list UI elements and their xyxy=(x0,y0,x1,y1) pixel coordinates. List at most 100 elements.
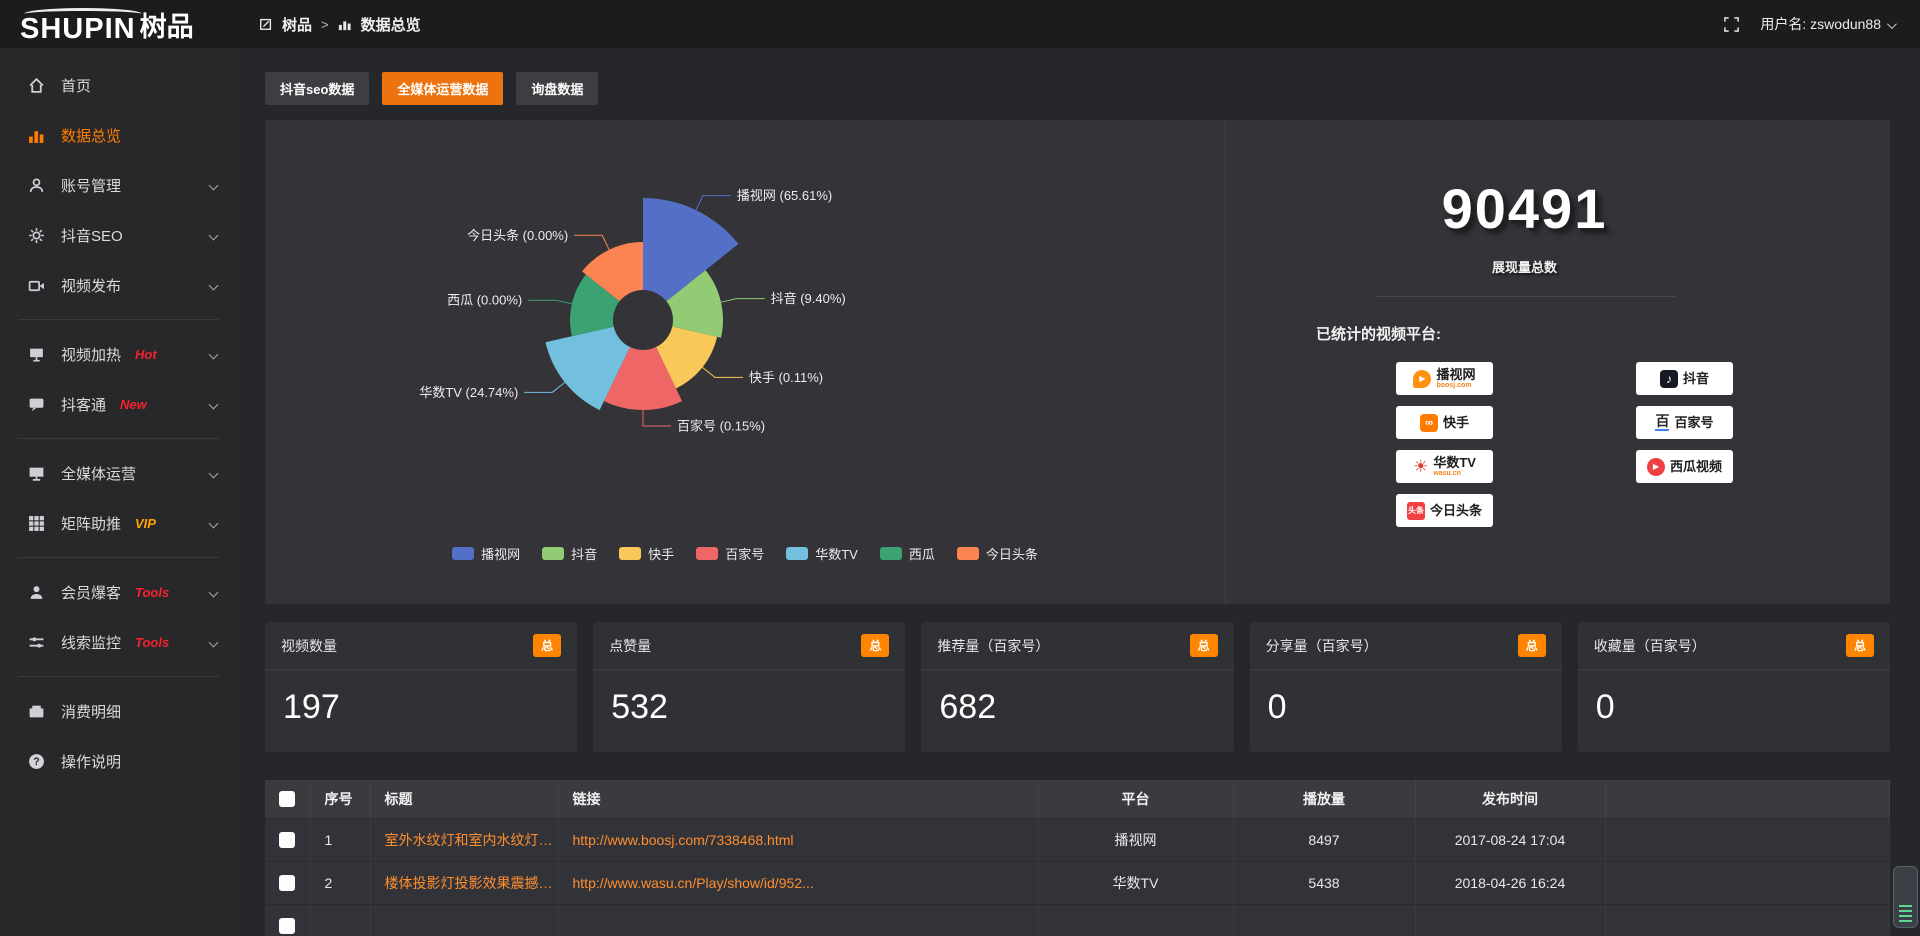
legend-item[interactable]: 华数TV xyxy=(786,544,858,563)
card-value: 197 xyxy=(283,688,340,726)
sidebar-item-member-burst[interactable]: 会员爆客 Tools xyxy=(0,567,237,617)
legend-item[interactable]: 西瓜 xyxy=(879,544,935,563)
edit-square-icon xyxy=(260,18,272,30)
legend-swatch xyxy=(542,547,565,560)
sidebar-item-video-heat[interactable]: 视频加热 Hot xyxy=(0,329,237,379)
video-url-link[interactable]: http://www.boosj.com/7338468.html xyxy=(558,818,1039,862)
monitor-icon xyxy=(27,346,46,363)
logo-arc xyxy=(24,7,142,20)
sidebar-item-data-overview[interactable]: 数据总览 xyxy=(0,110,237,160)
exposure-total-label: 展现量总数 xyxy=(1491,260,1557,275)
logo-text: SHUPIN xyxy=(20,6,142,44)
legend-item[interactable]: 百家号 xyxy=(696,544,764,563)
label-line xyxy=(720,298,765,303)
label-line xyxy=(695,195,731,211)
legend-item[interactable]: 抖音 xyxy=(542,544,597,563)
select-all-checkbox[interactable] xyxy=(279,791,296,808)
pie-slice[interactable] xyxy=(582,242,643,302)
grid-icon xyxy=(27,515,46,532)
chevron-down-icon xyxy=(208,180,219,190)
legend-swatch xyxy=(879,547,902,560)
baijiahao-logo-icon: 百 xyxy=(1655,413,1670,432)
douyin-logo-icon: ♪ xyxy=(1659,369,1678,388)
sidebar-item-lead-monitor[interactable]: 线索监控 Tools xyxy=(0,617,237,667)
rose-chart-area: 播视网 (65.61%) 抖音 (9.40%) 快手 (0.11%) 百家号 (0.1… xyxy=(265,120,1225,604)
chevron-down-icon xyxy=(208,637,219,647)
legend-swatch xyxy=(619,547,642,560)
sidebar-item-matrix-boost[interactable]: 矩阵助推 VIP xyxy=(0,498,237,548)
pie-slice[interactable] xyxy=(570,274,620,337)
pie-slice[interactable] xyxy=(643,198,739,302)
sidebar-item-spending-detail[interactable]: 消费明细 xyxy=(0,686,237,736)
pie-slice[interactable] xyxy=(603,347,683,410)
card-video-count: 视频数量总 197 xyxy=(265,622,578,752)
fullscreen-icon[interactable] xyxy=(1723,16,1740,33)
sidebar-item-douketong[interactable]: 抖客通 New xyxy=(0,379,237,429)
sidebar-item-omnimedia[interactable]: 全媒体运营 xyxy=(0,448,237,498)
sidebar-item-video-publish[interactable]: 视频发布 xyxy=(0,260,237,310)
divider xyxy=(18,676,219,677)
tab-omnimedia-data[interactable]: 全媒体运营数据 xyxy=(382,72,504,105)
total-badge: 总 xyxy=(533,634,562,657)
comment-icon xyxy=(27,396,46,413)
legend-item[interactable]: 播视网 xyxy=(452,544,520,563)
top-header: SHUPIN 树品 树品 > 数据总览 用户名: zswodun88 xyxy=(0,0,1920,48)
boosj-logo-icon: ▶ xyxy=(1413,369,1432,388)
tab-inquiry-data[interactable]: 询盘数据 xyxy=(516,72,599,105)
sidebar: 首页 数据总览 账号管理 抖音SEO 视频发布 视频加热 Hot 抖客通 New… xyxy=(0,48,237,936)
card-value: 532 xyxy=(611,688,668,726)
pie-slice[interactable] xyxy=(656,326,718,389)
chevron-down-icon xyxy=(208,587,219,597)
table-row: 2 楼体投影灯投影效果震撼上市 http://www.wasu.cn/Play/… xyxy=(265,861,1890,905)
label-line xyxy=(524,381,566,393)
chevron-down-icon xyxy=(1886,19,1897,30)
video-url-link[interactable]: http://www.wasu.cn/Play/show/id/952... xyxy=(558,861,1039,905)
gear-icon xyxy=(27,227,46,244)
rose-chart-svg[interactable]: 播视网 (65.61%) 抖音 (9.40%) 快手 (0.11%) 百家号 (0.1… xyxy=(265,120,1225,540)
platform-badge-kuaishou: ∞ 快手 xyxy=(1396,406,1493,439)
total-badge: 总 xyxy=(1517,634,1546,657)
total-badge: 总 xyxy=(1845,634,1874,657)
xigua-logo-icon: ▶ xyxy=(1646,457,1665,476)
card-favorites: 收藏量（百家号）总 0 xyxy=(1577,622,1890,752)
breadcrumb-root[interactable]: 树品 xyxy=(282,16,313,34)
pie-slice[interactable] xyxy=(545,326,630,411)
chart-legend: 播视网 抖音 快手 百家号 华数TV 西瓜 今日头条 xyxy=(265,544,1225,563)
row-checkbox[interactable] xyxy=(279,875,296,892)
card-value: 0 xyxy=(1267,688,1287,726)
sliders-icon xyxy=(27,634,46,651)
platform-badge-wasu: ☀ 华数TV wasu.cn xyxy=(1396,450,1493,483)
tools-badge: Tools xyxy=(135,634,170,650)
legend-swatch xyxy=(452,547,475,560)
sidebar-item-home[interactable]: 首页 xyxy=(0,60,237,110)
pie-slice[interactable] xyxy=(666,270,723,338)
video-title-link[interactable]: 室外水纹灯和室内水纹灯的区别和简介 xyxy=(370,818,559,862)
pie-label: 西瓜 (0.00%) xyxy=(447,293,522,308)
tab-douyin-seo-data[interactable]: 抖音seo数据 xyxy=(265,72,370,105)
legend-item[interactable]: 快手 xyxy=(619,544,674,563)
row-checkbox[interactable] xyxy=(279,832,296,849)
sidebar-item-account[interactable]: 账号管理 xyxy=(0,160,237,210)
video-title-link[interactable]: 楼体投影灯投影效果震撼上市 xyxy=(370,861,559,905)
legend-item[interactable]: 今日头条 xyxy=(956,544,1038,563)
row-checkbox[interactable] xyxy=(279,918,296,935)
platform-badge-toutiao: 头条 今日头条 xyxy=(1396,494,1493,527)
person-icon xyxy=(27,584,46,601)
label-line xyxy=(642,410,671,427)
divider xyxy=(18,438,219,439)
label-line xyxy=(702,366,743,378)
platform-badge-xigua: ▶ 西瓜视频 xyxy=(1636,450,1733,483)
sidebar-item-douyin-seo[interactable]: 抖音SEO xyxy=(0,210,237,260)
chevron-down-icon xyxy=(208,349,219,359)
platform-badge-baijiahao: 百 百家号 xyxy=(1636,406,1733,439)
card-likes: 点赞量总 532 xyxy=(593,622,906,752)
table-header-row: 序号 标题 链接 平台 播放量 发布时间 xyxy=(265,780,1890,819)
stats-cards-row: 视频数量总 197 点赞量总 532 推荐量（百家号）总 682 分享量（百家号… xyxy=(265,622,1890,752)
floating-widget[interactable] xyxy=(1893,866,1918,928)
pie-label: 今日头条 (0.00%) xyxy=(467,228,568,243)
tools-badge: Tools xyxy=(135,584,170,600)
breadcrumb-separator: > xyxy=(321,16,329,32)
sidebar-item-help[interactable]: ? 操作说明 xyxy=(0,736,237,786)
user-menu[interactable]: 用户名: zswodun88 xyxy=(1760,14,1897,34)
legend-swatch xyxy=(696,547,719,560)
